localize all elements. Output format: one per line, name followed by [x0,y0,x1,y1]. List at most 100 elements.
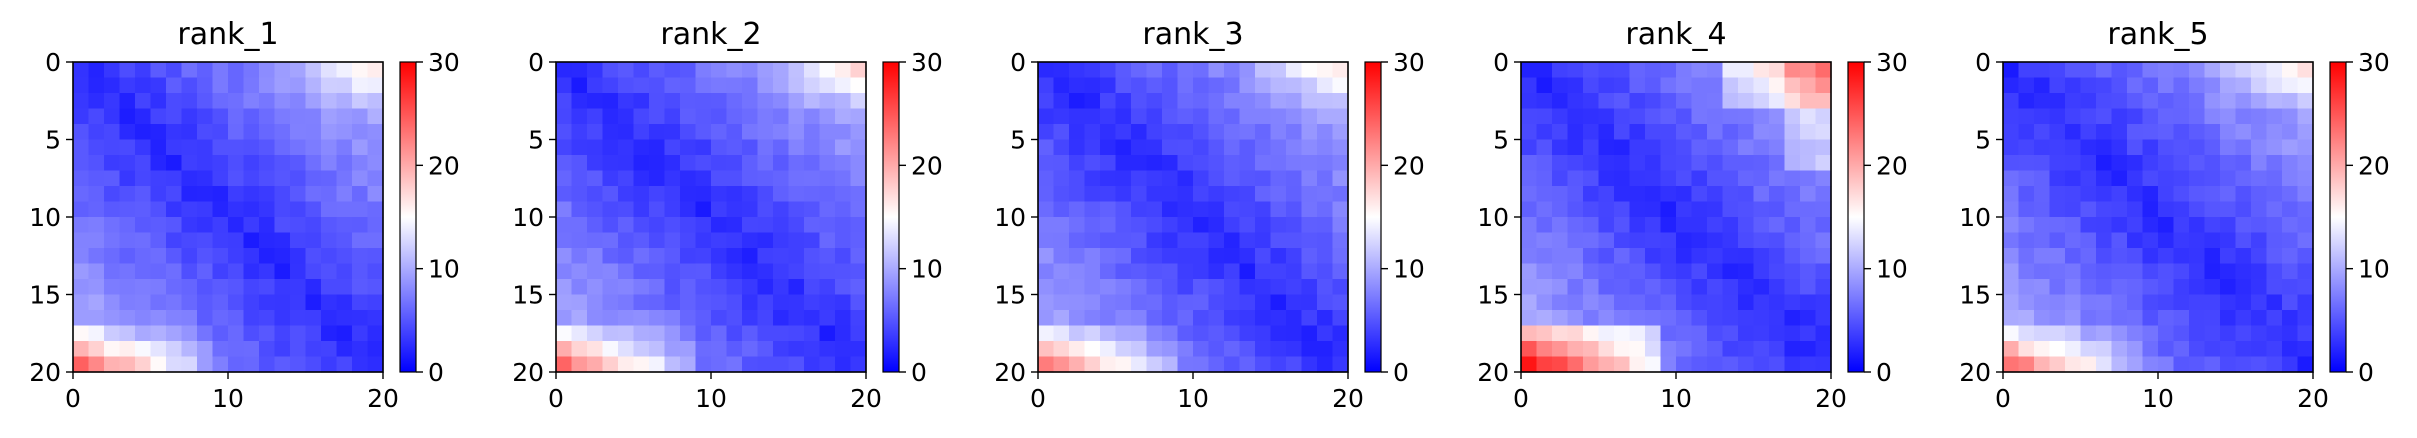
heatmap-cell [742,325,759,342]
heatmap-cell [88,139,105,156]
heatmap-cell [73,341,90,358]
heatmap-cell [2282,341,2299,358]
heatmap-cell [1224,356,1241,373]
heatmap-cell [633,294,650,311]
heatmap-cell [2096,186,2113,203]
heatmap-cell [1332,201,1349,218]
heatmap-cell [1115,155,1132,172]
heatmap-cell [1162,248,1179,265]
heatmap-cell [835,263,852,280]
heatmap-cell [2220,263,2237,280]
heatmap-cell [1084,232,1101,249]
heatmap-cell [1660,341,1677,358]
heatmap-cell [1567,186,1584,203]
heatmap-cell [1753,263,1770,280]
heatmap-cell [819,356,836,373]
heatmap-cell [850,124,867,141]
heatmap-cell [1115,232,1132,249]
heatmap-cell [1784,294,1801,311]
heatmap-cell [2235,170,2252,187]
heatmap-cell [726,93,743,110]
heatmap-cell [1536,310,1553,327]
heatmap-cell [587,294,604,311]
heatmap-cell [1084,139,1101,156]
heatmap-cell [1069,356,1086,373]
heatmap-cell [1629,139,1646,156]
heatmap-cell [2266,170,2283,187]
heatmap-cell [649,217,666,234]
heatmap-cell [88,248,105,265]
heatmap-cell [2220,279,2237,296]
heatmap-cell [835,201,852,218]
heatmap-cell [1567,170,1584,187]
heatmap-cell [2127,186,2144,203]
heatmap-cell [1270,294,1287,311]
heatmap-cell [1629,356,1646,373]
heatmap-cell [1255,124,1272,141]
heatmap-cell [2065,201,2082,218]
heatmap-cell [773,139,790,156]
heatmap-cell [367,124,384,141]
heatmap-cell [788,263,805,280]
heatmap-cell [243,248,260,265]
heatmap-cell [1629,310,1646,327]
heatmap-cell [850,62,867,79]
heatmap-cell [602,325,619,342]
heatmap-cell [135,186,152,203]
heatmap-cell [1800,170,1817,187]
heatmap-cell [1301,248,1318,265]
heatmap-cell [850,341,867,358]
x-tick-label: 20 [367,384,399,413]
heatmap-cell [166,325,183,342]
heatmap-cell [711,279,728,296]
heatmap-cell [757,279,774,296]
heatmap-cell [1131,279,1148,296]
heatmap-cell [259,124,276,141]
heatmap-cell [587,124,604,141]
heatmap-cell [602,356,619,373]
heatmap-cell [1583,232,1600,249]
heatmap-cell [1131,108,1148,125]
heatmap-cell [587,77,604,94]
heatmap-cell [1645,279,1662,296]
heatmap-cell [274,77,291,94]
heatmap-cell [835,186,852,203]
heatmap-cell [1784,186,1801,203]
heatmap-cell [1115,248,1132,265]
heatmap-cell [1552,108,1569,125]
heatmap-cells [73,62,384,373]
heatmap-cell [2189,232,2206,249]
heatmap-cell [602,186,619,203]
heatmap-cell [135,170,152,187]
heatmap-cell [788,294,805,311]
heatmap-cell [695,170,712,187]
heatmap-cell [649,356,666,373]
heatmap-cell [1131,201,1148,218]
heatmap-cell [2235,248,2252,265]
heatmap-cell [1208,279,1225,296]
heatmap-cell [2065,170,2082,187]
heatmap-cell [1038,341,1055,358]
heatmap-cell [181,217,198,234]
heatmap-cell [680,93,697,110]
heatmap-cell [104,77,121,94]
heatmap-cell [274,108,291,125]
heatmap-cell [2142,263,2159,280]
heatmap-cell [2251,294,2268,311]
heatmap-cell [2173,186,2190,203]
heatmap-cell [1614,155,1631,172]
heatmap-cell [1769,139,1786,156]
heatmap-cell [649,310,666,327]
heatmap-cell [664,279,681,296]
heatmap-cell [1084,294,1101,311]
heatmap-cell [1255,201,1272,218]
heatmap-cell [1193,341,1210,358]
heatmap-cell [664,124,681,141]
heatmap-cell [819,155,836,172]
heatmap-cell [1069,279,1086,296]
heatmap-cell [1552,62,1569,79]
heatmap-cell [119,310,136,327]
heatmap-cell [757,155,774,172]
heatmap-cell [1177,232,1194,249]
